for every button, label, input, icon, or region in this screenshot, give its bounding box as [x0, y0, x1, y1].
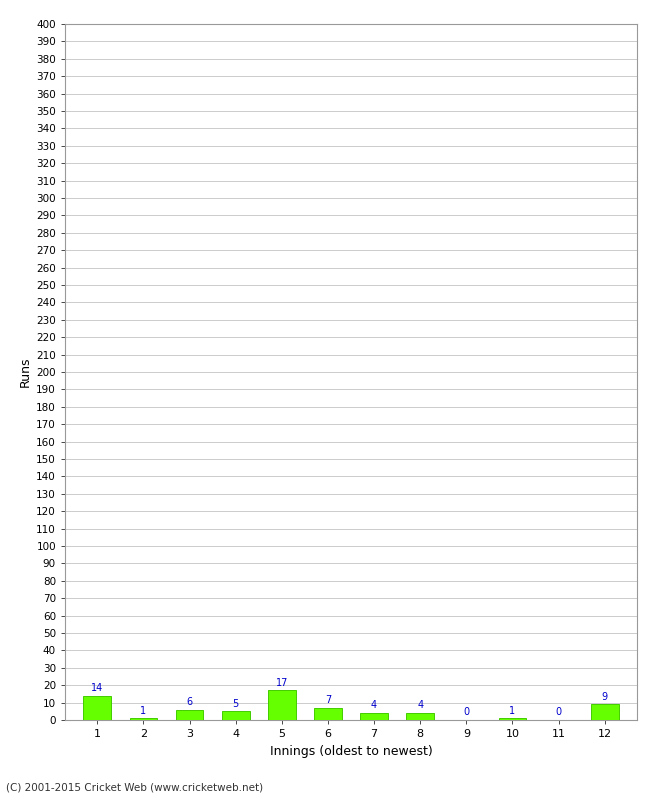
Text: 9: 9: [602, 692, 608, 702]
Bar: [176, 710, 203, 720]
X-axis label: Innings (oldest to newest): Innings (oldest to newest): [270, 745, 432, 758]
Text: 4: 4: [417, 701, 423, 710]
Text: (C) 2001-2015 Cricket Web (www.cricketweb.net): (C) 2001-2015 Cricket Web (www.cricketwe…: [6, 782, 264, 792]
Y-axis label: Runs: Runs: [19, 357, 32, 387]
Bar: [406, 713, 434, 720]
Bar: [268, 690, 296, 720]
Bar: [222, 711, 250, 720]
Text: 17: 17: [276, 678, 288, 688]
Text: 5: 5: [233, 698, 239, 709]
Bar: [360, 713, 388, 720]
Text: 14: 14: [91, 683, 103, 693]
Text: 7: 7: [325, 695, 331, 706]
Text: 0: 0: [463, 707, 469, 718]
Text: 4: 4: [371, 701, 377, 710]
Bar: [129, 718, 157, 720]
Bar: [83, 696, 111, 720]
Text: 0: 0: [556, 707, 562, 718]
Text: 1: 1: [510, 706, 515, 716]
Bar: [499, 718, 526, 720]
Text: 6: 6: [187, 697, 192, 707]
Bar: [314, 708, 342, 720]
Bar: [591, 704, 619, 720]
Text: 1: 1: [140, 706, 146, 716]
